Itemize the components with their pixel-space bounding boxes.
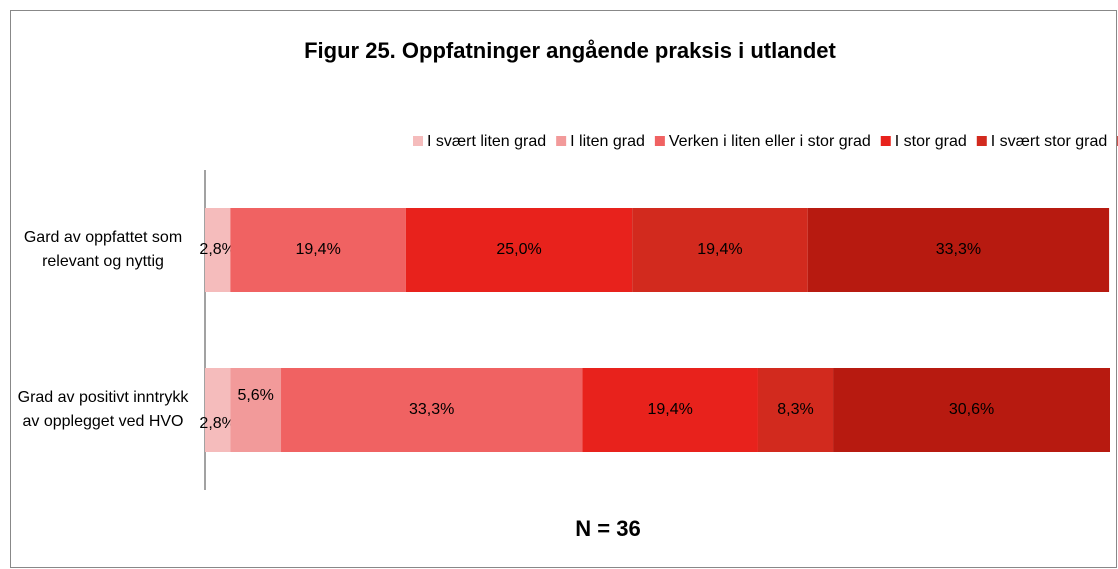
data-label: 2,8%	[199, 241, 235, 258]
legend-swatch	[654, 136, 665, 146]
bar-segment	[230, 208, 406, 292]
data-label: 30,6%	[949, 401, 994, 418]
legend-label: I svært liten grad	[427, 133, 546, 150]
annotation: N = 36	[575, 516, 640, 541]
legend-swatch	[556, 136, 567, 146]
bar-segment	[405, 208, 633, 292]
bar-segment	[582, 368, 758, 452]
data-label: 33,3%	[409, 401, 454, 418]
data-label: 19,4%	[697, 241, 742, 258]
category-label: Gard av oppfattet som relevant og nyttig	[23, 229, 183, 270]
legend-swatch	[976, 136, 987, 146]
data-label: 19,4%	[295, 241, 340, 258]
bar-segment	[205, 368, 231, 452]
bar-segment	[807, 208, 1110, 292]
data-label: 19,4%	[647, 401, 692, 418]
category-label: Grad av positivt inntrykk av opplegget v…	[17, 389, 189, 430]
data-label: 33,3%	[936, 241, 981, 258]
legend-label: I svært stor grad	[991, 133, 1107, 150]
data-label: 5,6%	[237, 387, 273, 404]
data-label: 8,3%	[777, 401, 813, 418]
bar-segment	[230, 368, 282, 452]
data-label: 25,0%	[496, 241, 541, 258]
legend-label: Verken i liten eller i stor grad	[669, 133, 871, 150]
legend-swatch	[880, 136, 891, 146]
bar-segment	[833, 368, 1110, 452]
chart-title: Figur 25. Oppfatninger angående praksis …	[304, 38, 836, 63]
legend-label: I liten grad	[570, 133, 645, 150]
bar-segment	[632, 208, 808, 292]
data-label: 2,8%	[199, 415, 235, 432]
bar-segment	[757, 368, 834, 452]
legend-label: I stor grad	[895, 133, 967, 150]
bar-segment	[281, 368, 583, 452]
bar-segment	[205, 208, 231, 292]
legend-swatch	[413, 136, 423, 146]
